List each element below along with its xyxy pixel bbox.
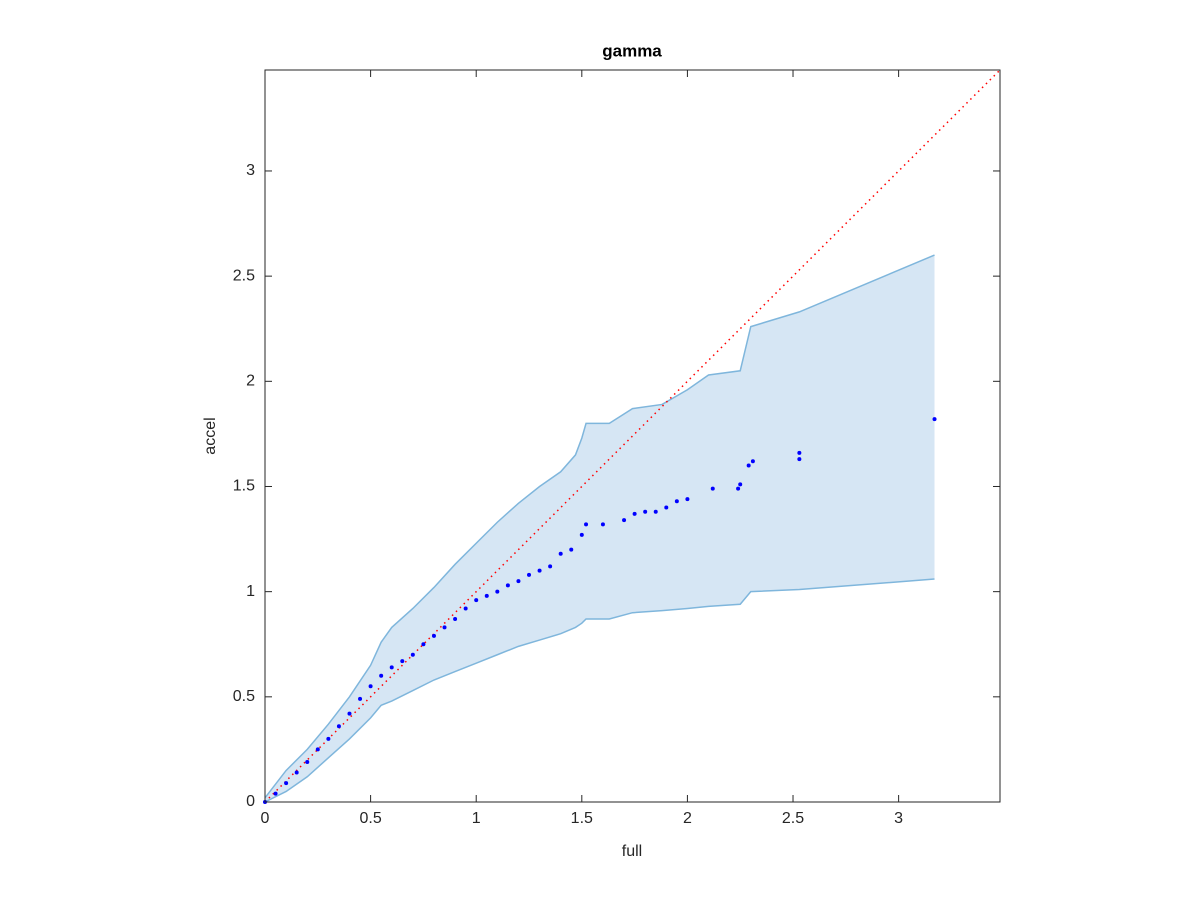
data-point	[736, 486, 741, 491]
band-fill	[265, 255, 935, 802]
data-point	[632, 511, 637, 516]
data-point	[453, 617, 458, 621]
x-tick-label: 0	[261, 810, 270, 827]
data-point	[600, 522, 605, 527]
x-tick-label: 0.5	[359, 810, 381, 827]
band-upper	[264, 254, 935, 799]
y-tick-label: 2	[246, 373, 255, 390]
data-point	[527, 572, 532, 577]
data-point	[797, 450, 802, 455]
data-point	[410, 652, 415, 657]
data-point	[505, 583, 510, 588]
x-tick-label: 3	[894, 810, 903, 827]
y-tick-label: 0	[246, 793, 255, 810]
band-lower	[264, 578, 935, 803]
y-tick-label: 3	[246, 162, 255, 179]
data-point	[379, 673, 384, 678]
data-point	[548, 564, 553, 569]
data-point	[664, 505, 669, 510]
data-point	[569, 547, 574, 552]
reference-line	[264, 69, 1001, 803]
x-tick-label: 2.5	[782, 810, 804, 827]
data-point	[305, 760, 310, 765]
data-point	[358, 696, 363, 701]
data-point	[484, 593, 489, 598]
x-tick-label: 1	[472, 810, 481, 827]
data-point	[336, 724, 341, 729]
y-tick-label: 1	[246, 583, 255, 600]
plot-frame	[264, 69, 1001, 803]
data-point	[710, 486, 715, 491]
y-tick-label: 1.5	[233, 478, 255, 495]
data-point	[685, 497, 690, 502]
data-point	[284, 781, 289, 786]
data-point	[797, 457, 802, 462]
data-point	[516, 579, 521, 584]
y-tick-label: 2.5	[233, 267, 255, 284]
data-point	[400, 659, 405, 664]
data-point	[442, 625, 447, 630]
data-point	[495, 589, 500, 594]
y-axis-label: accel	[202, 417, 219, 454]
x-tick-label: 2	[683, 810, 692, 827]
data-point	[622, 518, 627, 523]
chart-title: gamma	[602, 41, 662, 60]
data-point	[932, 417, 937, 422]
data-point	[674, 499, 679, 504]
data-point	[653, 509, 658, 514]
data-point	[326, 736, 331, 741]
data-point	[273, 791, 278, 796]
data-point	[750, 459, 755, 464]
data-point	[431, 633, 436, 638]
data-point	[463, 606, 468, 611]
data-point	[389, 665, 394, 670]
data-point	[643, 509, 648, 514]
data-point	[738, 482, 743, 487]
data-point	[537, 568, 542, 573]
data-point	[474, 598, 479, 603]
data-point	[315, 747, 320, 752]
data-point	[558, 551, 563, 556]
y-tick-label: 0.5	[233, 688, 255, 705]
data-point	[294, 770, 299, 775]
data-point	[421, 642, 426, 647]
data-point	[368, 684, 373, 689]
data-point	[579, 532, 584, 537]
data-point	[746, 463, 751, 468]
x-axis-label: full	[622, 843, 642, 860]
data-point	[347, 711, 352, 716]
x-tick-label: 1.5	[571, 810, 593, 827]
data-point	[584, 522, 589, 527]
